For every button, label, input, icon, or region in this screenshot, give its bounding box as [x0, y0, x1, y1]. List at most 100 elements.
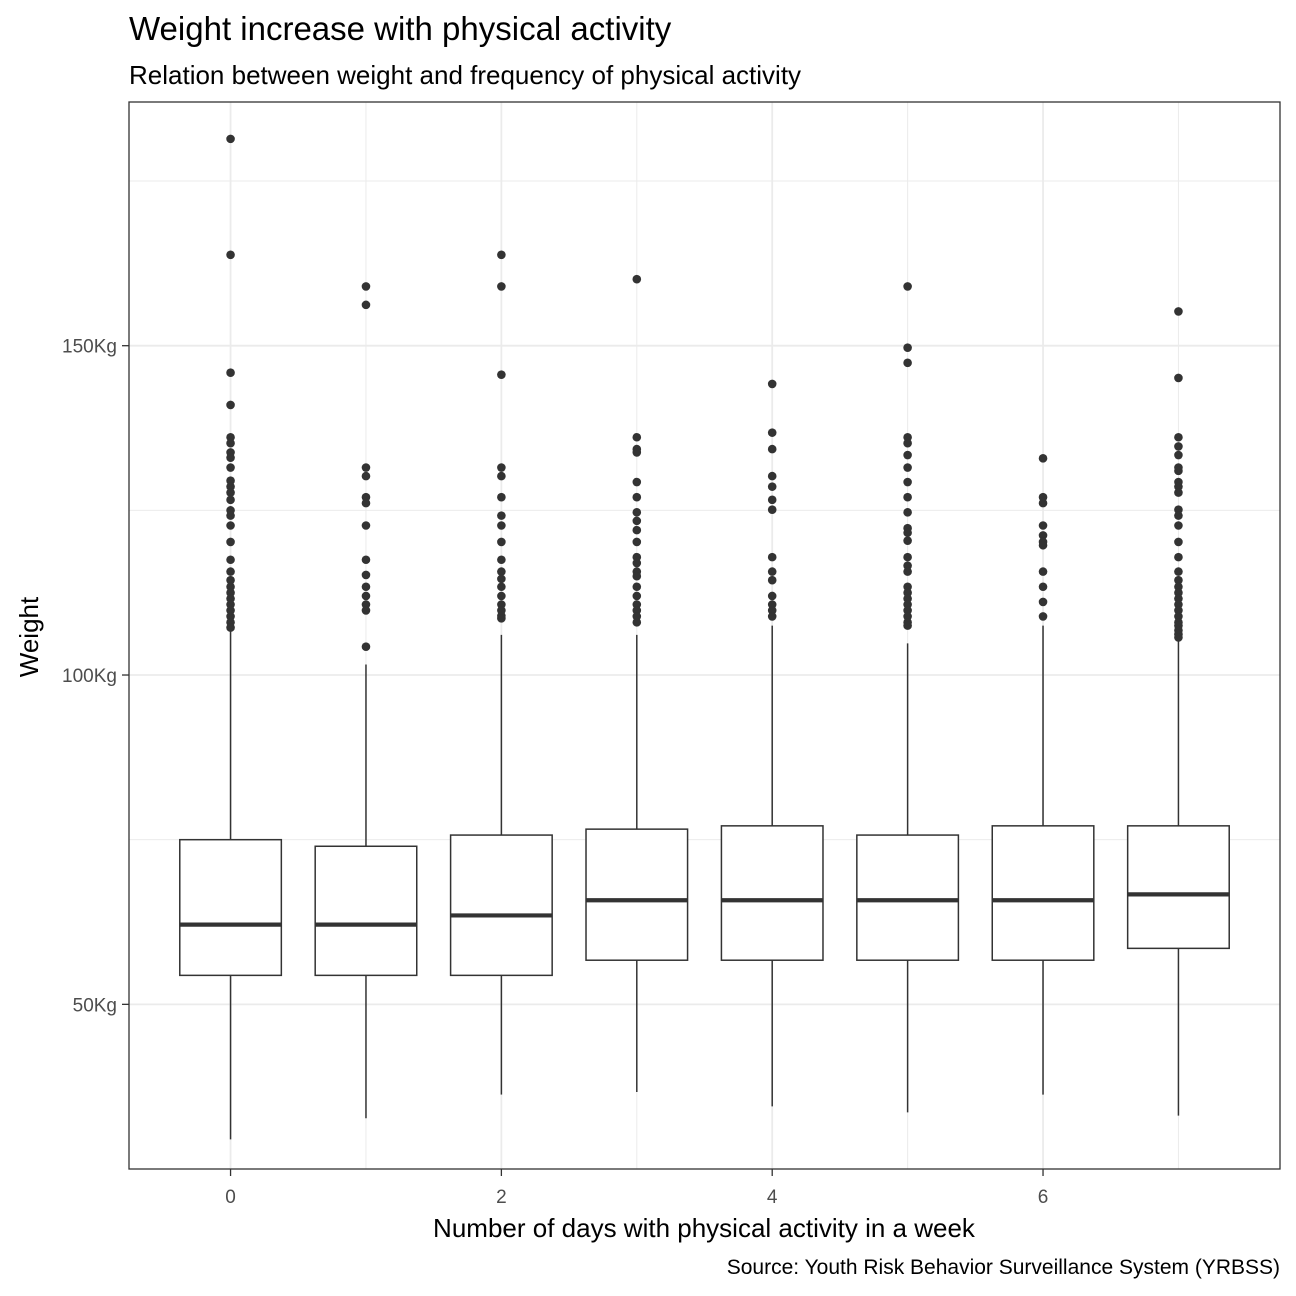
box-iqr	[991, 825, 1095, 961]
outlier-point	[497, 600, 506, 609]
outlier-point	[497, 492, 506, 502]
box-iqr	[1126, 825, 1230, 950]
outlier-point	[1174, 373, 1183, 383]
box-iqr	[856, 834, 960, 961]
outlier-point	[1038, 540, 1048, 550]
x-axis-title: Number of days with physical activity in…	[433, 1213, 976, 1243]
outlier-point	[767, 495, 777, 505]
outlier-point	[1174, 575, 1183, 585]
y-tick-label: 50Kg	[73, 995, 117, 1016]
outlier-point	[1038, 454, 1048, 463]
outlier-point	[903, 450, 912, 460]
outlier-point	[767, 471, 777, 481]
outlier-point	[226, 432, 235, 442]
outlier-point	[903, 343, 912, 352]
y-tick-label: 150Kg	[62, 337, 117, 358]
outlier-point	[497, 537, 506, 547]
outlier-point	[361, 570, 371, 580]
outlier-point	[1174, 505, 1183, 514]
outlier-point	[226, 594, 235, 603]
outlier-point	[632, 492, 642, 502]
outlier-point	[632, 432, 642, 442]
outlier-point	[632, 571, 642, 581]
outlier-point	[497, 614, 506, 623]
outlier-point	[1038, 492, 1048, 502]
outlier-point	[632, 582, 642, 592]
outlier-point	[226, 134, 235, 144]
y-axis: 50Kg 100Kg 150Kg	[62, 337, 129, 1016]
outlier-point	[361, 463, 371, 472]
outlier-point	[903, 582, 912, 592]
outlier-point	[226, 582, 235, 592]
outlier-point	[632, 552, 642, 562]
outlier-point	[632, 516, 642, 526]
outlier-point	[632, 600, 642, 609]
outlier-point	[1038, 567, 1048, 576]
outlier-point	[226, 488, 235, 497]
outlier-point	[767, 600, 777, 609]
outlier-point	[226, 612, 235, 621]
outlier-point	[632, 558, 642, 568]
outlier-point	[361, 521, 371, 530]
outlier-point	[632, 477, 642, 487]
outlier-point	[1174, 450, 1183, 460]
outlier-point	[1174, 307, 1183, 316]
outlier-point	[1174, 432, 1183, 442]
chart-subtitle: Relation between weight and frequency of…	[129, 60, 802, 90]
outlier-point	[632, 606, 642, 615]
outlier-point	[497, 370, 506, 379]
outlier-point	[497, 282, 506, 291]
plot-panel-border	[128, 101, 1281, 1170]
outlier-point	[1174, 582, 1183, 592]
outlier-point	[226, 555, 235, 565]
outlier-point	[226, 400, 235, 410]
outlier-point	[903, 438, 912, 448]
outlier-point	[497, 582, 506, 592]
outlier-point	[903, 600, 912, 609]
outlier-point	[226, 521, 235, 530]
outlier-point	[226, 606, 235, 615]
outlier-point	[1038, 597, 1048, 607]
outlier-point	[632, 591, 642, 601]
outlier-point	[767, 591, 777, 601]
outlier-point	[632, 612, 642, 621]
outlier-point	[226, 482, 235, 491]
outlier-point	[767, 575, 777, 585]
outlier-point	[226, 600, 235, 609]
outlier-point	[1038, 498, 1048, 508]
outlier-point	[767, 612, 777, 621]
outlier-point	[1174, 588, 1183, 597]
box-iqr	[449, 834, 553, 977]
outlier-point	[1174, 633, 1183, 642]
box-iqr	[314, 845, 418, 977]
outlier-point	[903, 536, 912, 545]
outlier-point	[1174, 511, 1183, 520]
outlier-point	[226, 463, 235, 472]
outlier-point	[497, 555, 506, 565]
outlier-point	[226, 623, 235, 632]
box-group	[314, 282, 418, 1119]
outlier-point	[632, 525, 642, 535]
outlier-point	[361, 471, 371, 481]
box-iqr	[720, 825, 824, 961]
outlier-point	[497, 471, 506, 481]
outlier-point	[632, 618, 642, 627]
outlier-point	[1174, 537, 1183, 547]
box-group	[585, 274, 689, 1092]
outlier-point	[1174, 612, 1183, 621]
outlier-point	[903, 282, 912, 291]
outlier-point	[226, 453, 235, 462]
outlier-point	[767, 505, 777, 514]
outlier-point	[226, 495, 235, 505]
outlier-point	[767, 379, 777, 389]
outlier-point	[767, 428, 777, 437]
box-group	[856, 282, 960, 1113]
outlier-point	[1174, 488, 1183, 497]
outlier-point	[1038, 582, 1048, 592]
x-tick-label: 4	[767, 1187, 778, 1208]
outlier-point	[497, 463, 506, 472]
outlier-point	[497, 511, 506, 520]
outlier-point	[226, 368, 235, 378]
box-group	[449, 250, 553, 1095]
outlier-point	[361, 600, 371, 609]
